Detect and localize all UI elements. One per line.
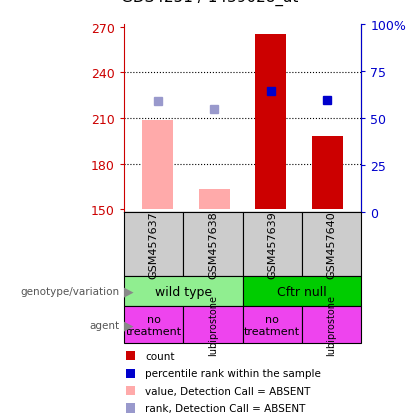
Text: lubiprostone: lubiprostone [208,294,218,356]
Text: GSM457639: GSM457639 [267,211,277,278]
Text: value, Detection Call = ABSENT: value, Detection Call = ABSENT [145,386,310,396]
Bar [142,120,173,210]
Text: GDS4251 / 1439028_at: GDS4251 / 1439028_at [121,0,299,6]
Bar [199,190,230,210]
Text: count: count [145,351,174,361]
Text: wild type: wild type [155,285,212,298]
Text: GSM457640: GSM457640 [326,211,336,278]
Text: GSM457637: GSM457637 [149,211,159,278]
Text: agent: agent [89,320,120,330]
Bar [255,36,286,210]
Text: GSM457638: GSM457638 [208,211,218,278]
Text: Cftr null: Cftr null [277,285,327,298]
Text: rank, Detection Call = ABSENT: rank, Detection Call = ABSENT [145,403,305,413]
Text: no
treatment: no treatment [244,314,300,336]
Text: lubiprostone: lubiprostone [326,294,336,356]
Text: ▶: ▶ [124,318,134,332]
Bar [312,137,343,210]
Text: ▶: ▶ [124,285,134,298]
Text: no
treatment: no treatment [126,314,181,336]
Text: genotype/variation: genotype/variation [21,287,120,297]
Text: percentile rank within the sample: percentile rank within the sample [145,368,321,378]
